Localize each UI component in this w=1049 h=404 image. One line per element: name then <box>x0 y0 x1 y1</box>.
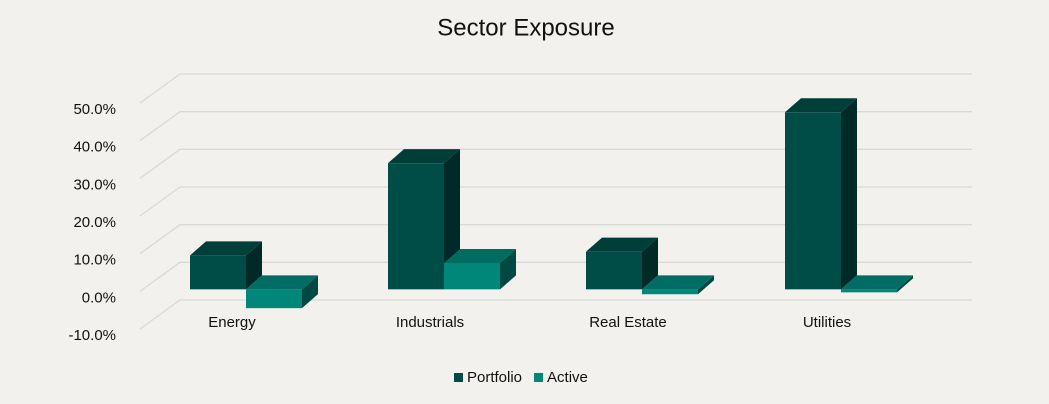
bar-side <box>246 241 262 290</box>
bar-top <box>444 248 516 263</box>
grid-line <box>139 186 972 217</box>
x-tick-label: Energy <box>208 314 256 331</box>
bar-top <box>246 275 318 290</box>
y-tick-label: -10.0% <box>68 327 116 344</box>
legend-swatch <box>454 373 463 382</box>
bar <box>444 262 500 290</box>
bar-top <box>841 275 913 290</box>
bar-side <box>642 237 658 290</box>
y-tick-label: 10.0% <box>73 252 116 269</box>
bar <box>388 163 444 290</box>
grid-line <box>139 224 972 255</box>
x-tick-label: Industrials <box>396 314 464 331</box>
bar <box>586 251 642 290</box>
bar-side <box>500 248 516 290</box>
legend-label: Portfolio <box>467 369 522 386</box>
bar-side <box>841 98 857 290</box>
grid-line <box>139 261 972 292</box>
bar-side <box>698 275 714 295</box>
bar <box>785 112 841 290</box>
bar-side <box>302 275 318 309</box>
y-tick-label: 20.0% <box>73 214 116 231</box>
bar <box>190 255 246 290</box>
x-tick-label: Utilities <box>803 314 851 331</box>
legend-swatch <box>534 373 544 382</box>
grid-line <box>139 73 972 104</box>
y-tick-label: 40.0% <box>73 139 116 156</box>
bar <box>642 289 698 295</box>
chart-title: Sector Exposure <box>437 14 614 41</box>
y-tick-label: 0.0% <box>82 289 116 306</box>
bar-top <box>586 237 658 252</box>
bar-top <box>388 149 460 164</box>
y-tick-label: 50.0% <box>73 101 116 118</box>
bar-top <box>190 241 262 256</box>
bar <box>246 289 302 309</box>
bar <box>841 289 897 293</box>
grid-line <box>139 111 972 142</box>
bar-top <box>642 275 714 290</box>
grid-line <box>139 299 972 330</box>
y-tick-label: 30.0% <box>73 176 116 193</box>
bar-side <box>897 275 913 293</box>
bar-top <box>785 98 857 113</box>
grid-line <box>139 148 972 179</box>
legend-label: Active <box>547 369 588 386</box>
x-tick-label: Real Estate <box>589 314 667 331</box>
